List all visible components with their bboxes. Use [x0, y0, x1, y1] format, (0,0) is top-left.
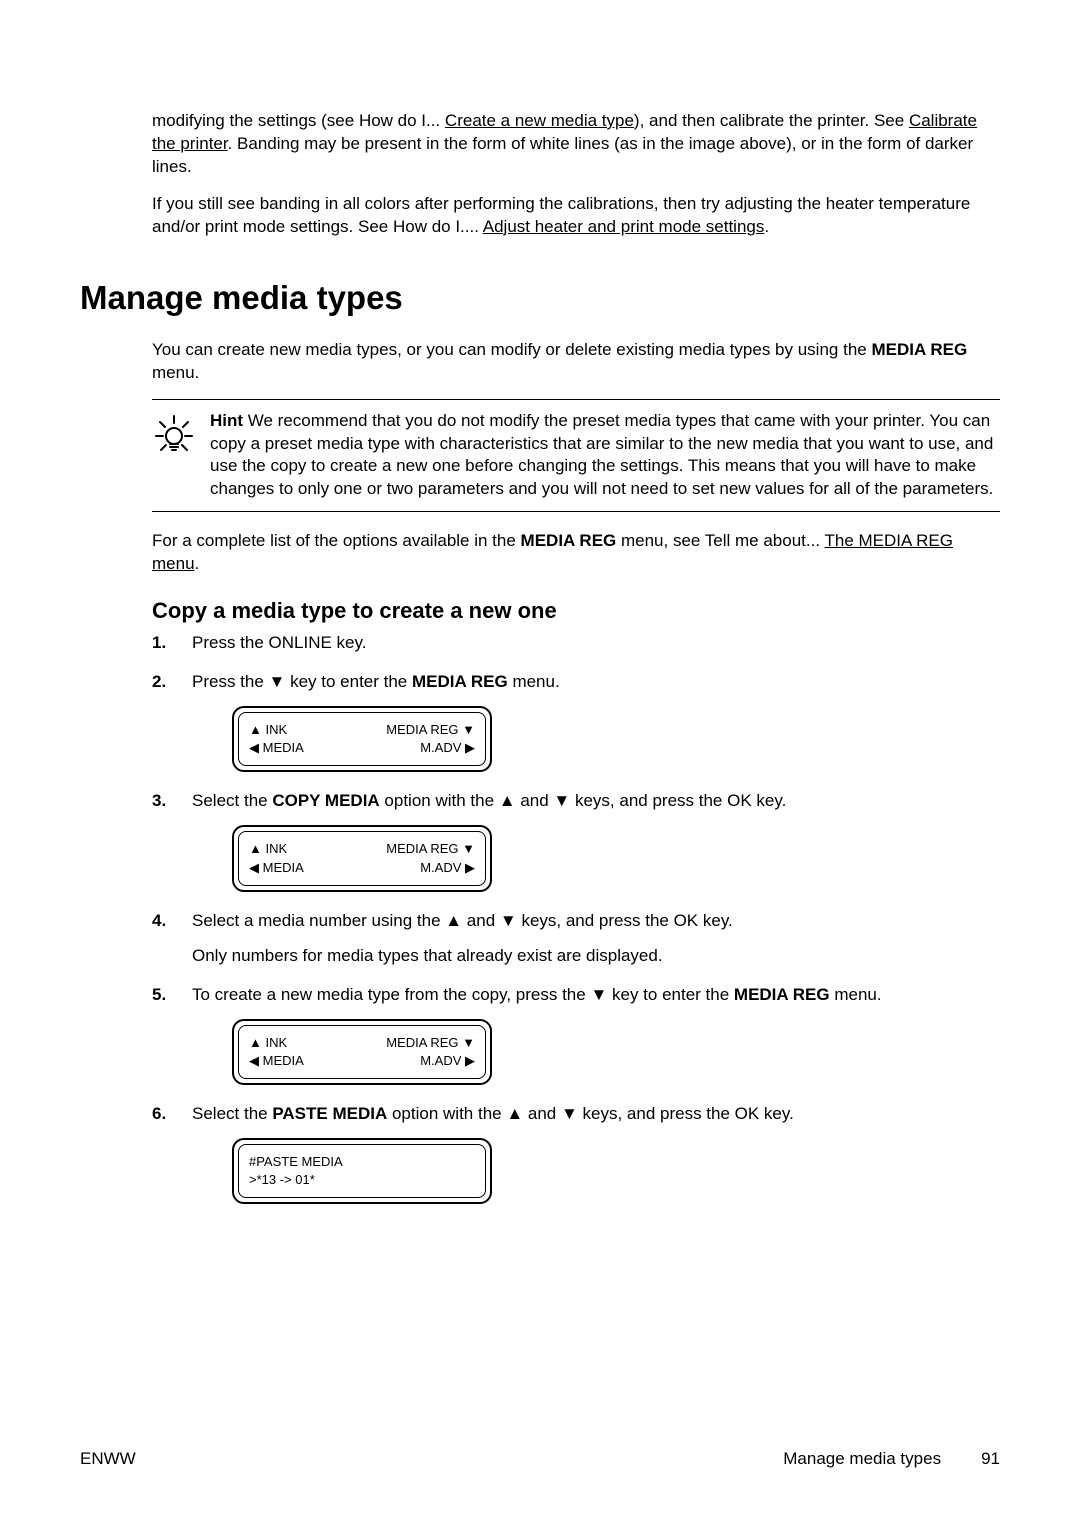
step-text: Select the [192, 1104, 272, 1123]
step-text: Select a media number using the ▲ and ▼ … [192, 911, 733, 930]
hint-icon [152, 410, 210, 465]
step-text: menu. [830, 985, 882, 1004]
step-5: To create a new media type from the copy… [152, 984, 1000, 1085]
link-create-media[interactable]: Create a new media type [445, 111, 634, 130]
link-adjust-heater[interactable]: Adjust heater and print mode settings [483, 217, 765, 236]
hint-box: Hint We recommend that you do not modify… [152, 399, 1000, 513]
step-text: menu. [508, 672, 560, 691]
step-2: Press the ▼ key to enter the MEDIA REG m… [152, 671, 1000, 772]
bold: MEDIA REG [734, 985, 830, 1004]
lcd-display-1: ▲ INK MEDIA REG ▼ ◀ MEDIA M.ADV ▶ [232, 706, 492, 772]
step-text: option with the ▲ and ▼ keys, and press … [380, 791, 787, 810]
footer-page-number: 91 [981, 1449, 1000, 1469]
text: . [195, 554, 200, 573]
footer-left: ENWW [80, 1449, 136, 1469]
bold: PASTE MEDIA [272, 1104, 387, 1123]
footer-section-title: Manage media types [783, 1449, 941, 1469]
lcd-cell: M.ADV ▶ [420, 859, 475, 877]
lcd-cell: M.ADV ▶ [420, 739, 475, 757]
lcd-cell: ◀ MEDIA [249, 739, 304, 757]
step-6: Select the PASTE MEDIA option with the ▲… [152, 1103, 1000, 1204]
lcd-cell: ▲ INK [249, 1034, 287, 1052]
step-text: Press the ▼ key to enter the [192, 672, 412, 691]
step-text: Select the [192, 791, 272, 810]
step-4: Select a media number using the ▲ and ▼ … [152, 910, 1000, 968]
intro-p2: If you still see banding in all colors a… [152, 193, 1000, 239]
bold-media-reg: MEDIA REG [871, 340, 967, 359]
page: modifying the settings (see How do I... … [0, 0, 1080, 1529]
lcd-cell: #PASTE MEDIA [249, 1153, 343, 1171]
lcd-cell: ◀ MEDIA [249, 1052, 304, 1070]
lcd-display-2: ▲ INK MEDIA REG ▼ ◀ MEDIA M.ADV ▶ [232, 825, 492, 891]
bold: MEDIA REG [412, 672, 508, 691]
hint-text: Hint We recommend that you do not modify… [210, 410, 1000, 502]
text: ), and then calibrate the printer. See [634, 111, 909, 130]
steps-list: Press the ONLINE key. Press the ▼ key to… [152, 632, 1000, 1204]
text: . Banding may be present in the form of … [152, 134, 973, 176]
text: For a complete list of the options avail… [152, 531, 521, 550]
lcd-cell: >*13 -> 01* [249, 1171, 315, 1189]
hint-label: Hint [210, 411, 243, 430]
lcd-cell: ▲ INK [249, 721, 287, 739]
heading-copy-media-type: Copy a media type to create a new one [152, 598, 1000, 624]
text: . [764, 217, 769, 236]
text: modifying the settings (see How do I... [152, 111, 445, 130]
hint-body: We recommend that you do not modify the … [210, 411, 993, 499]
text: menu. [152, 363, 199, 382]
bold: COPY MEDIA [272, 791, 379, 810]
intro-p1: modifying the settings (see How do I... … [152, 110, 1000, 179]
section-body: You can create new media types, or you c… [152, 339, 1000, 1205]
text: You can create new media types, or you c… [152, 340, 871, 359]
bold-media-reg: MEDIA REG [521, 531, 617, 550]
step-3: Select the COPY MEDIA option with the ▲ … [152, 790, 1000, 891]
heading-manage-media-types: Manage media types [80, 279, 1000, 317]
step-text: option with the ▲ and ▼ keys, and press … [387, 1104, 794, 1123]
p-complete-list: For a complete list of the options avail… [152, 530, 1000, 576]
lcd-cell: MEDIA REG ▼ [386, 721, 475, 739]
step-1: Press the ONLINE key. [152, 632, 1000, 655]
lcd-cell: MEDIA REG ▼ [386, 840, 475, 858]
page-footer: ENWW Manage media types 91 [80, 1449, 1000, 1469]
intro-block: modifying the settings (see How do I... … [152, 110, 1000, 239]
lcd-cell: ◀ MEDIA [249, 859, 304, 877]
p-create-modify: You can create new media types, or you c… [152, 339, 1000, 385]
lcd-cell: MEDIA REG ▼ [386, 1034, 475, 1052]
lcd-cell: M.ADV ▶ [420, 1052, 475, 1070]
step-text: To create a new media type from the copy… [192, 985, 734, 1004]
text: menu, see Tell me about... [616, 531, 824, 550]
step-text: Press the ONLINE key. [192, 633, 366, 652]
step-subtext: Only numbers for media types that alread… [192, 945, 1000, 968]
lcd-display-3: ▲ INK MEDIA REG ▼ ◀ MEDIA M.ADV ▶ [232, 1019, 492, 1085]
lcd-cell: ▲ INK [249, 840, 287, 858]
lcd-display-4: #PASTE MEDIA >*13 -> 01* [232, 1138, 492, 1204]
